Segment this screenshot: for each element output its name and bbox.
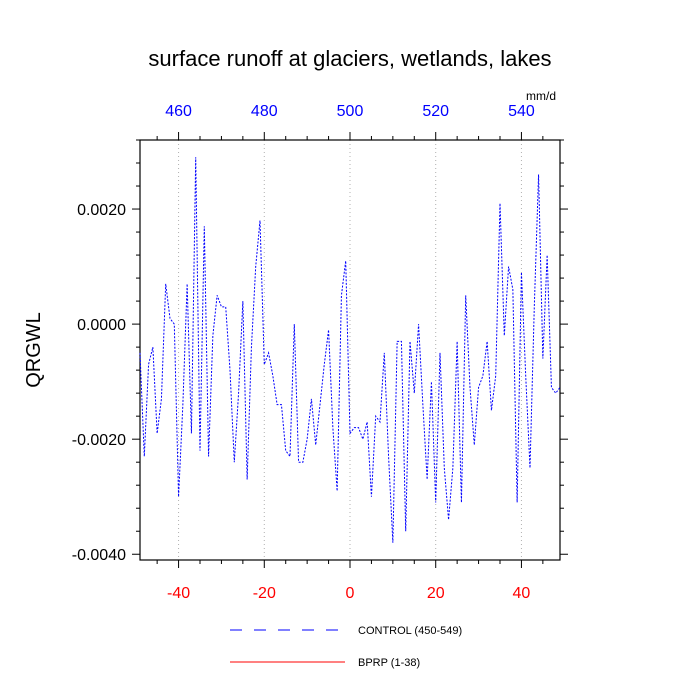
x-top-tick-label: 520 [422,103,449,120]
y-tick-label: 0.0020 [77,202,126,219]
y-axis-label: QRGWL [23,312,45,388]
legend-label-control: CONTROL (450-549) [358,625,462,637]
y-tick-label: -0.0020 [72,432,126,449]
x-top-tick-label: 500 [337,103,364,120]
x-bottom-tick-label: 0 [346,585,355,602]
x-bottom-tick-label: -40 [167,585,190,602]
chart-title: surface runoff at glaciers, wetlands, la… [148,46,552,71]
x-top-tick-label: 540 [508,103,535,120]
x-bottom-tick-label: 40 [513,585,531,602]
x-top-tick-label: 460 [165,103,192,120]
series-line-control [139,157,561,543]
x-bottom-tick-label: -20 [253,585,276,602]
y-tick-label: 0.0000 [77,317,126,334]
x-bottom-tick-label: 20 [427,585,445,602]
units-label: mm/d [526,89,556,103]
x-top-tick-label: 480 [251,103,278,120]
y-tick-label: -0.0040 [72,547,126,564]
legend-label-bprp: BPRP (1-38) [358,657,420,669]
